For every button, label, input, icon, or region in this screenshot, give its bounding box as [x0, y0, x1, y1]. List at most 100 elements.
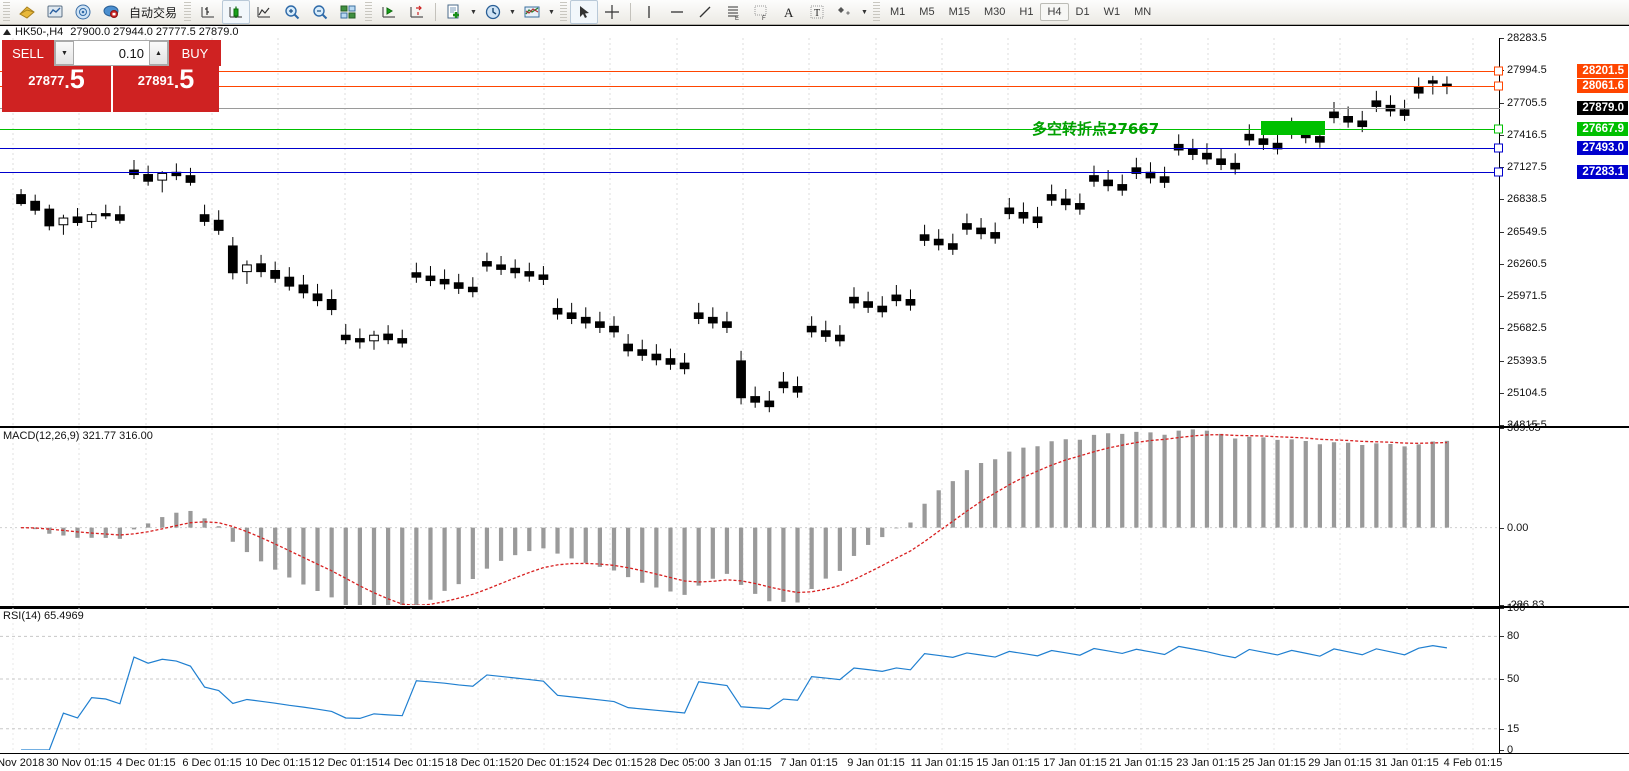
new-order-icon[interactable]	[13, 0, 41, 24]
charts-icon[interactable]	[41, 0, 69, 24]
channel-icon[interactable]: F	[747, 0, 775, 24]
horizontal-line-object[interactable]	[0, 71, 1500, 72]
horizontal-line-object[interactable]	[0, 108, 1500, 109]
templates-dropdown-arrow[interactable]: ▼	[548, 8, 555, 16]
templates-icon[interactable]	[518, 0, 546, 24]
bar-chart-icon[interactable]	[194, 0, 222, 24]
horizontal-line-object[interactable]	[0, 148, 1500, 149]
zoom-in-icon[interactable]	[278, 0, 306, 24]
text-label-icon[interactable]: T	[803, 0, 831, 24]
chart-window: HK50-,H4 27900.0 27944.0 27777.5 27879.0…	[0, 25, 1629, 771]
time-tick-label: 23 Jan 01:15	[1176, 757, 1240, 769]
svg-text:E: E	[735, 16, 739, 21]
toolbar-grip-2[interactable]	[184, 2, 192, 22]
volume-value[interactable]: 0.10	[118, 45, 144, 61]
price-pane[interactable]: 28283.5 27994.5 27705.5 27416.5 27127.5 26838…	[0, 32, 1629, 431]
timeframe-m30[interactable]: M30	[983, 6, 1006, 18]
line-handle[interactable]	[1494, 143, 1503, 153]
one-click-trading-panel[interactable]: SELL ▼ 0.10 ▲ BUY 27877 . 5 27891 . 5	[2, 40, 221, 112]
line-chart-icon[interactable]	[250, 0, 278, 24]
periods-dropdown-arrow[interactable]: ▼	[509, 8, 516, 16]
macd-axis[interactable]: 369.65 0.00 -286.83	[1499, 422, 1629, 611]
signals-icon[interactable]	[69, 0, 97, 24]
horizontal-line-object[interactable]	[0, 172, 1500, 173]
time-tick-label: 30 Nov 01:15	[46, 757, 112, 769]
horizontal-line-object[interactable]	[0, 129, 1500, 130]
text-icon[interactable]: A	[775, 0, 803, 24]
price-plot-area[interactable]	[0, 38, 1629, 426]
periods-icon[interactable]	[479, 0, 507, 24]
timeframe-h1[interactable]: H1	[1019, 6, 1034, 18]
rsi-pane[interactable]: 100 80 50 15 0 RSI(14) 65.4969	[0, 602, 1629, 756]
toolbar-separator	[435, 3, 437, 21]
objects-dropdown-arrow[interactable]: ▼	[861, 8, 868, 16]
rsi-tick: 0	[1500, 744, 1513, 756]
toolbar-grip-3[interactable]	[365, 2, 373, 22]
objects-icon[interactable]	[831, 0, 859, 24]
indicators-dropdown-arrow[interactable]: ▼	[470, 8, 477, 16]
green-rectangle-object[interactable]	[1261, 121, 1325, 135]
price-axis[interactable]: 28283.5 27994.5 27705.5 27416.5 27127.5 26838…	[1499, 32, 1629, 431]
line-handle[interactable]	[1494, 81, 1503, 91]
volume-down-arrow-icon[interactable]: ▼	[55, 41, 74, 65]
buy-price-cell[interactable]: 27891 . 5	[111, 66, 219, 112]
price-level-label[interactable]: 27283.1	[1577, 165, 1628, 179]
fibonacci-icon[interactable]: E	[719, 0, 747, 24]
toolbar-grip-5[interactable]	[873, 2, 881, 22]
chart-shift-icon[interactable]	[403, 0, 431, 24]
rsi-tick: 15	[1500, 723, 1519, 735]
time-tick-label: 7 Jan 01:15	[780, 757, 838, 769]
trendline-icon[interactable]	[691, 0, 719, 24]
price-tick: 26260.5	[1500, 258, 1547, 270]
market-icon[interactable]	[97, 0, 125, 24]
candlestick-chart-icon[interactable]	[222, 0, 251, 24]
timeframe-h4[interactable]: H4	[1040, 3, 1069, 21]
cursor-icon[interactable]	[570, 0, 599, 24]
buy-button[interactable]: BUY	[169, 40, 221, 66]
time-tick-label: 25 Jan 01:15	[1242, 757, 1306, 769]
price-tick: 28283.5	[1500, 32, 1547, 44]
sell-price-cell[interactable]: 27877 . 5	[2, 66, 111, 112]
price-level-label[interactable]: 27667.9	[1577, 122, 1628, 136]
timeframe-d1[interactable]: D1	[1075, 6, 1090, 18]
sell-button[interactable]: SELL	[2, 40, 54, 66]
vertical-line-icon[interactable]	[635, 0, 663, 24]
time-tick-label: 14 Dec 01:15	[378, 757, 444, 769]
line-handle[interactable]	[1494, 167, 1503, 177]
line-handle[interactable]	[1494, 124, 1503, 134]
timeframe-mn[interactable]: MN	[1134, 6, 1152, 18]
tile-windows-icon[interactable]	[334, 0, 362, 24]
rsi-axis[interactable]: 100 80 50 15 0	[1499, 602, 1629, 756]
volume-up-arrow-icon[interactable]: ▲	[149, 41, 168, 65]
price-level-label[interactable]: 27493.0	[1577, 141, 1628, 155]
expand-triangle-icon[interactable]	[3, 29, 11, 35]
timeframe-m1[interactable]: M1	[890, 6, 906, 18]
timeframe-w1[interactable]: W1	[1103, 6, 1121, 18]
price-level-label[interactable]: 27879.0	[1577, 101, 1628, 115]
price-tick: 27127.5	[1500, 161, 1547, 173]
auto-scroll-icon[interactable]	[375, 0, 403, 24]
price-level-label[interactable]: 28201.5	[1577, 64, 1628, 78]
timeframe-m5[interactable]: M5	[919, 6, 935, 18]
zoom-out-icon[interactable]	[306, 0, 334, 24]
horizontal-line-icon[interactable]	[663, 0, 691, 24]
time-tick-label: 11 Jan 01:15	[910, 757, 974, 769]
macd-plot-area[interactable]	[0, 428, 1629, 608]
price-level-label[interactable]: 28061.6	[1577, 79, 1628, 93]
rsi-plot-area[interactable]	[0, 608, 1629, 753]
volume-stepper[interactable]: ▼ 0.10 ▲	[54, 40, 169, 66]
indicators-icon[interactable]	[440, 0, 468, 24]
buy-price-dot: .	[173, 72, 180, 93]
line-handle[interactable]	[1494, 66, 1503, 76]
macd-pane[interactable]: 369.65 0.00 -286.83 MACD(12,26,9) 321.77 3…	[0, 422, 1629, 611]
timeframe-m15[interactable]: M15	[948, 6, 970, 18]
toolbar-grip-4[interactable]	[560, 2, 568, 22]
toolbar-grip[interactable]	[3, 2, 10, 22]
auto-trading-label[interactable]: 自动交易	[129, 5, 178, 20]
time-tick-label: 28 Dec 05:00	[644, 757, 710, 769]
crosshair-icon[interactable]	[598, 0, 626, 24]
horizontal-line-object[interactable]	[0, 86, 1500, 87]
macd-tick: 0.00	[1500, 522, 1528, 534]
chart-annotation-text[interactable]: 多空转折点27667	[1032, 120, 1160, 138]
